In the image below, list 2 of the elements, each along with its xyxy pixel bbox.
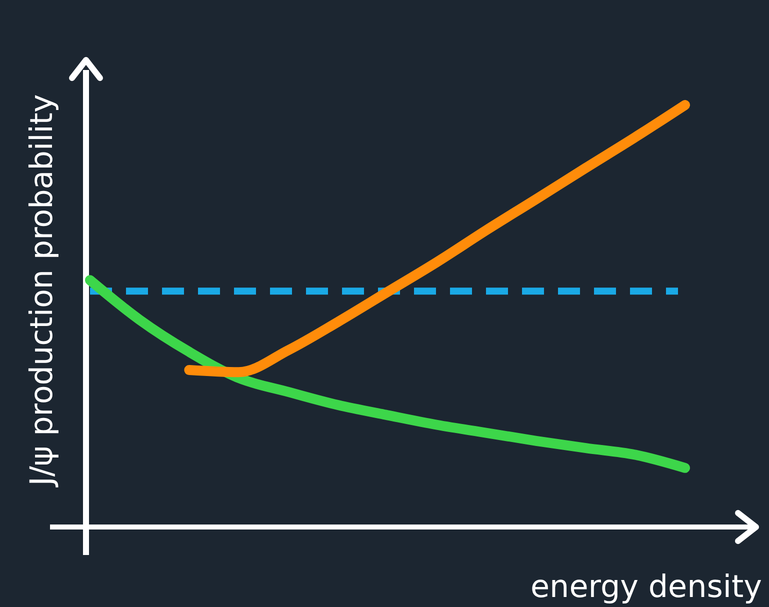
x-axis-title: energy density [530, 569, 762, 605]
y-axis-title: J/ψ production probability [24, 94, 60, 488]
